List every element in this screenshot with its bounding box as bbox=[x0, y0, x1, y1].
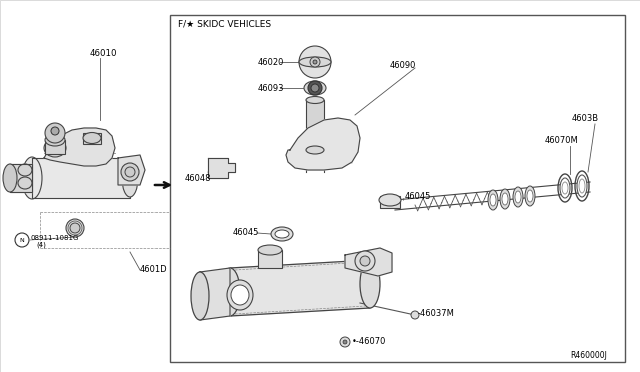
Ellipse shape bbox=[3, 164, 17, 192]
Polygon shape bbox=[230, 260, 370, 316]
Bar bbox=[258, 250, 282, 268]
Polygon shape bbox=[286, 118, 360, 170]
Ellipse shape bbox=[271, 227, 293, 241]
Polygon shape bbox=[44, 128, 115, 166]
Text: 4601D: 4601D bbox=[140, 266, 168, 275]
Circle shape bbox=[311, 84, 319, 92]
Text: 46070M: 46070M bbox=[545, 135, 579, 144]
Ellipse shape bbox=[18, 164, 32, 176]
Circle shape bbox=[310, 57, 320, 67]
Ellipse shape bbox=[275, 230, 289, 238]
Ellipse shape bbox=[515, 191, 521, 203]
Circle shape bbox=[340, 337, 350, 347]
Polygon shape bbox=[200, 268, 230, 320]
Polygon shape bbox=[10, 164, 32, 192]
Ellipse shape bbox=[18, 177, 32, 189]
Ellipse shape bbox=[306, 96, 324, 103]
Ellipse shape bbox=[44, 139, 66, 157]
Text: F/★ SKIDC VEHICLES: F/★ SKIDC VEHICLES bbox=[178, 19, 271, 29]
Circle shape bbox=[299, 46, 331, 78]
Ellipse shape bbox=[527, 190, 533, 202]
Ellipse shape bbox=[577, 175, 587, 197]
Text: 46045: 46045 bbox=[405, 192, 431, 201]
Circle shape bbox=[313, 60, 317, 64]
Circle shape bbox=[45, 123, 65, 143]
Circle shape bbox=[343, 340, 347, 344]
Ellipse shape bbox=[360, 260, 380, 308]
Ellipse shape bbox=[379, 194, 401, 206]
Text: 46045: 46045 bbox=[233, 228, 259, 237]
Circle shape bbox=[411, 311, 419, 319]
Polygon shape bbox=[345, 248, 392, 276]
Ellipse shape bbox=[502, 193, 508, 205]
Text: 46090: 46090 bbox=[390, 61, 417, 70]
Circle shape bbox=[125, 167, 135, 177]
Ellipse shape bbox=[299, 57, 331, 67]
Circle shape bbox=[66, 219, 84, 237]
Ellipse shape bbox=[258, 245, 282, 255]
Bar bbox=[170, 15, 625, 362]
Polygon shape bbox=[118, 155, 145, 185]
Ellipse shape bbox=[490, 194, 496, 206]
Bar bbox=[380, 196, 400, 208]
Ellipse shape bbox=[191, 272, 209, 320]
Bar bbox=[83, 133, 101, 144]
Ellipse shape bbox=[513, 187, 523, 207]
Circle shape bbox=[308, 81, 322, 95]
Circle shape bbox=[15, 233, 29, 247]
Ellipse shape bbox=[227, 280, 253, 310]
Polygon shape bbox=[208, 158, 235, 178]
Circle shape bbox=[51, 127, 59, 135]
Ellipse shape bbox=[22, 157, 42, 199]
Text: •-46070: •-46070 bbox=[352, 337, 387, 346]
Text: 46010: 46010 bbox=[90, 48, 118, 58]
Polygon shape bbox=[32, 158, 130, 198]
Ellipse shape bbox=[500, 189, 510, 209]
Text: 46048: 46048 bbox=[185, 173, 211, 183]
Ellipse shape bbox=[231, 285, 249, 305]
Text: N: N bbox=[20, 237, 24, 243]
Text: -46037M: -46037M bbox=[418, 308, 455, 317]
Ellipse shape bbox=[122, 159, 138, 197]
Ellipse shape bbox=[83, 132, 101, 144]
Circle shape bbox=[360, 256, 370, 266]
Ellipse shape bbox=[306, 146, 324, 154]
Ellipse shape bbox=[45, 134, 65, 146]
Ellipse shape bbox=[560, 178, 570, 198]
Text: 4603B: 4603B bbox=[572, 113, 599, 122]
Circle shape bbox=[355, 251, 375, 271]
Ellipse shape bbox=[220, 268, 240, 316]
Ellipse shape bbox=[488, 190, 498, 210]
Text: (4): (4) bbox=[36, 242, 46, 248]
Text: 08911-1081G: 08911-1081G bbox=[30, 235, 78, 241]
Ellipse shape bbox=[304, 81, 326, 95]
Circle shape bbox=[70, 223, 80, 233]
Ellipse shape bbox=[525, 186, 535, 206]
Bar bbox=[306, 100, 324, 150]
Text: R460000J: R460000J bbox=[570, 350, 607, 359]
Bar bbox=[45, 140, 65, 154]
Circle shape bbox=[121, 163, 139, 181]
Text: 46093: 46093 bbox=[258, 83, 285, 93]
Text: 46020: 46020 bbox=[258, 58, 284, 67]
